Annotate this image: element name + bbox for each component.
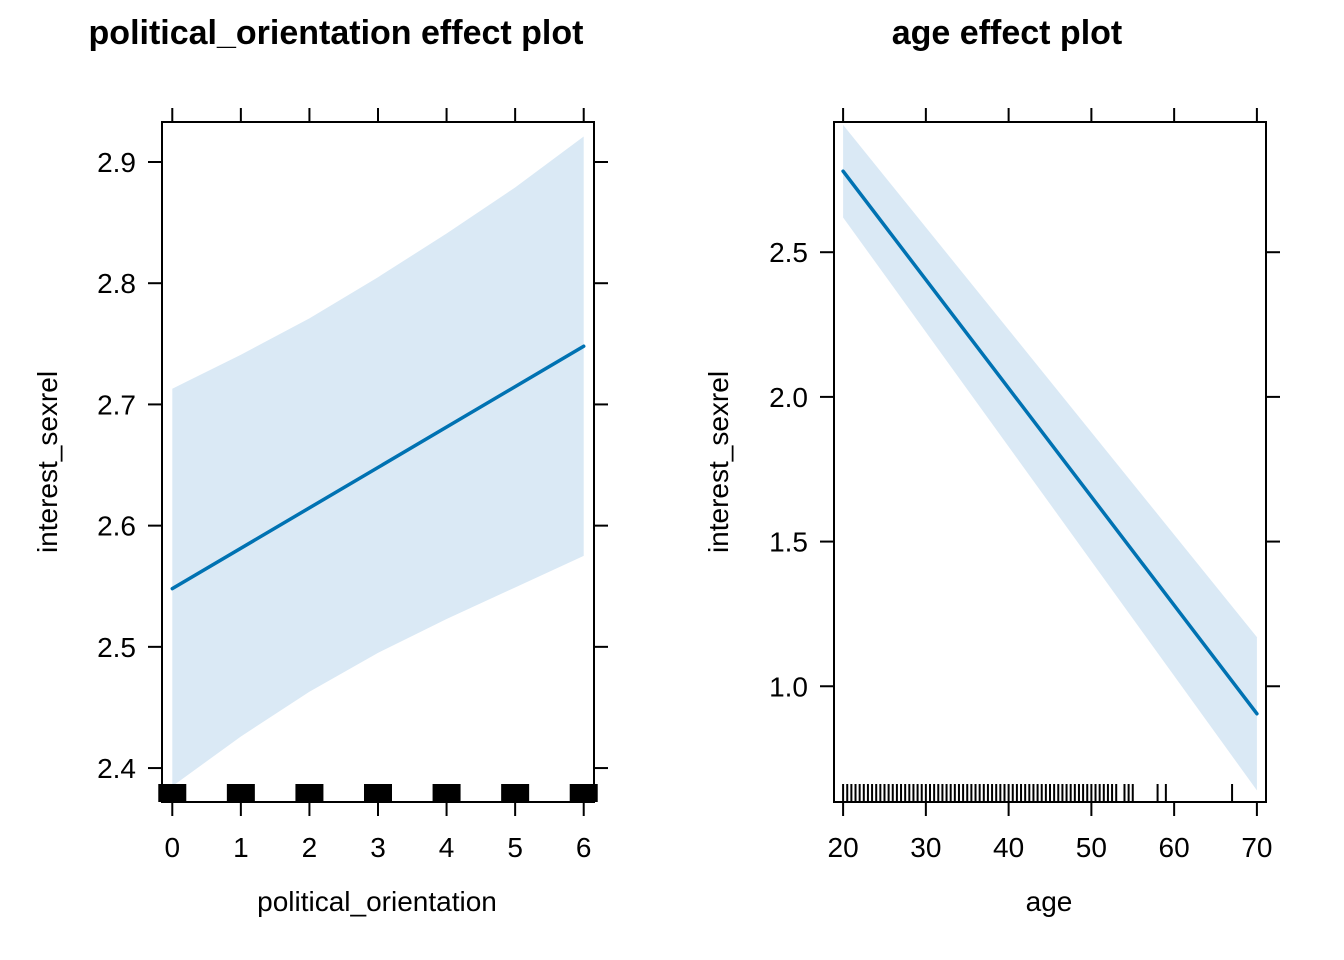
y-tick-label: 2.9 xyxy=(97,147,136,178)
confidence-band-layer xyxy=(843,124,1257,791)
panel-title: political_orientation effect plot xyxy=(89,14,584,52)
panel-title: age effect plot xyxy=(892,14,1122,52)
y-axis-ticks: 1.0 1.5 2.0 2.5 xyxy=(769,237,1280,702)
confidence-band xyxy=(172,136,584,787)
x-axis-label: age xyxy=(1026,886,1073,917)
y-tick-label: 2.8 xyxy=(97,268,136,299)
x-tick-label: 30 xyxy=(910,832,941,863)
x-tick-label: 6 xyxy=(576,832,592,863)
rug-mark xyxy=(432,784,461,802)
age-panel: age effect plot 20 30 40 50 60 70 1.0 1.5 2.0 2.… xyxy=(703,14,1280,917)
x-axis-ticks: 20 30 40 50 60 70 xyxy=(828,108,1272,863)
x-tick-label: 4 xyxy=(439,832,455,863)
fit-line-layer xyxy=(170,344,586,591)
x-tick-label: 3 xyxy=(370,832,386,863)
x-tick-label: 20 xyxy=(828,832,859,863)
x-tick-label: 2 xyxy=(302,832,318,863)
x-tick-label: 40 xyxy=(993,832,1024,863)
y-tick-label: 2.6 xyxy=(97,511,136,542)
rug-mark xyxy=(158,784,187,802)
x-tick-label: 50 xyxy=(1076,832,1107,863)
rug-mark xyxy=(226,784,255,802)
x-axis-label: political_orientation xyxy=(257,886,497,917)
x-tick-label: 5 xyxy=(507,832,523,863)
y-tick-label: 1.5 xyxy=(769,527,808,558)
rug-mark xyxy=(295,784,324,802)
rug-layer xyxy=(158,784,598,802)
plot-frame xyxy=(833,121,1267,803)
rug-mark xyxy=(569,784,598,802)
x-tick-label: 1 xyxy=(233,832,249,863)
y-tick-label: 2.5 xyxy=(769,237,808,268)
x-tick-label: 70 xyxy=(1241,832,1272,863)
fit-line xyxy=(841,169,1259,716)
y-axis-label: interest_sexrel xyxy=(703,371,734,553)
y-axis-ticks: 2.4 2.5 2.6 2.7 2.8 2.9 xyxy=(97,147,608,784)
confidence-band xyxy=(843,124,1257,791)
rug-layer xyxy=(842,784,1234,802)
x-axis-ticks: 0 1 2 3 4 5 6 xyxy=(164,108,592,863)
y-tick-label: 2.7 xyxy=(97,389,136,420)
confidence-band-layer xyxy=(172,136,584,787)
x-tick-label: 60 xyxy=(1159,832,1190,863)
y-tick-label: 2.5 xyxy=(97,632,136,663)
fit-line-layer xyxy=(841,169,1259,716)
y-tick-label: 2.4 xyxy=(97,753,136,784)
y-tick-label: 2.0 xyxy=(769,382,808,413)
y-tick-label: 1.0 xyxy=(769,671,808,702)
political-orientation-panel: political_orientation effect plot 0 1 2 3 4 5… xyxy=(32,14,608,917)
x-tick-label: 0 xyxy=(164,832,180,863)
y-axis-label: interest_sexrel xyxy=(32,371,63,553)
rug-mark xyxy=(501,784,530,802)
fit-line xyxy=(170,344,586,591)
rug-mark xyxy=(364,784,392,802)
